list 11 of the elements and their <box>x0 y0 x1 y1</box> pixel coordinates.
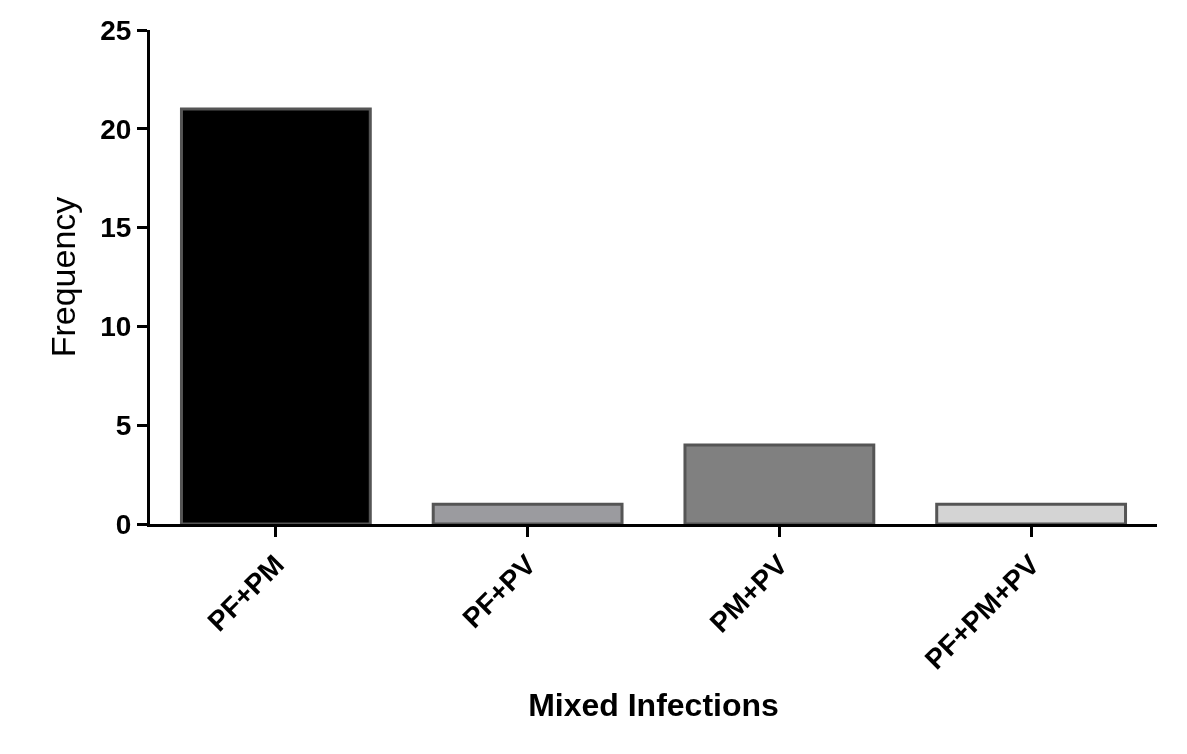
y-tick-label: 0 <box>115 508 132 540</box>
y-tick-label: 25 <box>100 14 132 46</box>
y-axis-title: Frequency <box>43 196 82 358</box>
bar <box>431 502 624 524</box>
y-tick-label: 5 <box>115 410 132 441</box>
bar <box>683 443 876 524</box>
y-tick-label: 20 <box>100 113 132 145</box>
y-tick-label: 15 <box>100 212 132 244</box>
x-axis-title: Mixed Infections <box>528 687 779 724</box>
bar <box>935 502 1128 524</box>
y-tick-label: 10 <box>100 311 132 343</box>
